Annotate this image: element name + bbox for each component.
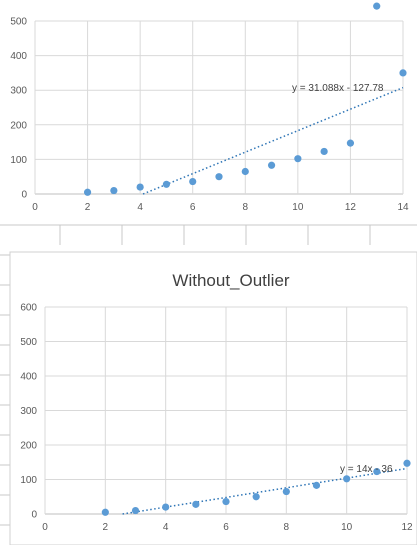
x-tick-label: 2 — [85, 202, 91, 213]
data-point — [162, 180, 171, 188]
data-point — [192, 500, 200, 508]
data-point — [136, 183, 144, 191]
x-tick-label: 0 — [42, 522, 48, 533]
data-point — [343, 475, 351, 483]
y-tick-label: 300 — [20, 406, 37, 417]
x-tick-label: 12 — [345, 202, 357, 213]
data-point — [131, 506, 140, 515]
data-point — [403, 459, 411, 467]
data-point — [215, 173, 223, 181]
chart-title: Without_Outlier — [172, 271, 289, 290]
trendline-equation: y = 14x - 36 — [340, 464, 393, 475]
data-point — [294, 155, 302, 163]
data-point — [222, 497, 230, 506]
data-point — [110, 186, 118, 195]
y-tick-label: 500 — [10, 17, 27, 28]
y-tick-label: 400 — [20, 372, 37, 383]
chart-with-outlier: 0 100 200 300 400 500 0 2 4 6 8 10 12 14 y = 31.088x -… — [10, 2, 409, 213]
data-point — [312, 481, 321, 489]
x-tick-label: 8 — [284, 522, 290, 533]
data-point — [282, 487, 290, 496]
x-tick-label: 4 — [137, 202, 143, 213]
data-point — [320, 147, 328, 156]
x-tick-label: 14 — [397, 202, 409, 213]
y-tick-label: 0 — [21, 190, 27, 201]
trendline — [122, 467, 408, 515]
sheet-gridlines — [0, 224, 417, 526]
y-tick-label: 400 — [10, 51, 27, 62]
data-point — [189, 177, 197, 186]
x-tick-label: 10 — [292, 202, 304, 213]
trendline-equation: y = 31.088x - 127.78 — [292, 83, 384, 94]
x-tick-label: 4 — [163, 522, 169, 533]
y-tick-label: 300 — [10, 86, 27, 97]
data-point — [373, 2, 381, 10]
x-tick-label: 10 — [341, 522, 353, 533]
y-tick-label: 600 — [20, 303, 37, 314]
y-tick-label: 100 — [10, 155, 27, 166]
y-tick-label: 200 — [20, 441, 37, 452]
data-point — [101, 508, 109, 516]
y-tick-label: 0 — [31, 510, 37, 521]
trendline — [142, 86, 404, 195]
data-point — [373, 467, 381, 476]
x-tick-label: 8 — [243, 202, 249, 213]
x-tick-label: 6 — [223, 522, 229, 533]
x-tick-label: 0 — [32, 202, 38, 213]
y-tick-label: 500 — [20, 337, 37, 348]
data-point — [346, 139, 355, 147]
data-point — [241, 167, 249, 176]
x-tick-label: 2 — [103, 522, 109, 533]
data-point — [162, 503, 170, 511]
y-tick-label: 100 — [20, 475, 37, 486]
chart2-frame — [9, 251, 417, 545]
data-point — [399, 69, 407, 77]
x-tick-label: 12 — [401, 522, 413, 533]
y-tick-label: 200 — [10, 120, 27, 131]
data-point — [267, 161, 276, 169]
x-tick-label: 6 — [190, 202, 196, 213]
chart-without-outlier: 0 100 200 300 400 500 600 0 2 4 6 8 10 12 Without_Outl… — [20, 271, 413, 533]
data-point — [252, 493, 260, 501]
data-point — [83, 188, 92, 196]
